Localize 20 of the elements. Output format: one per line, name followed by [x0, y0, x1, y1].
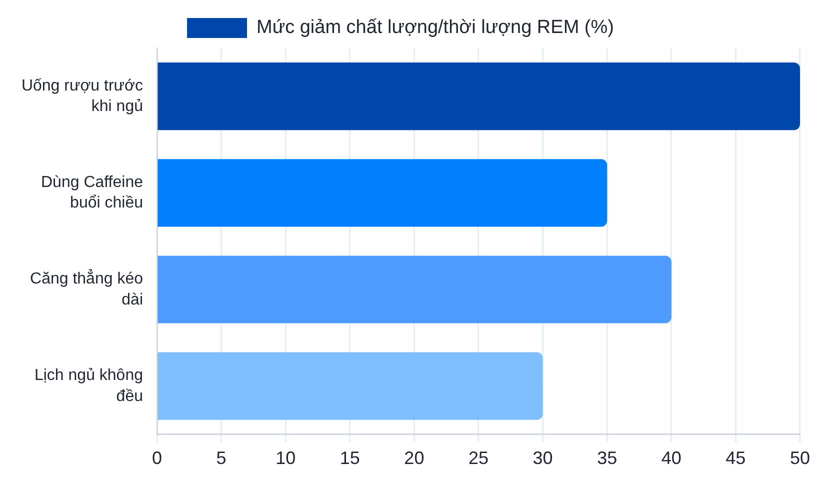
bar [158, 62, 800, 130]
x-tick-label: 25 [468, 448, 489, 468]
x-tick-label: 40 [661, 448, 682, 468]
y-tick-label: Dùng Caffeine buổi chiều [41, 174, 144, 212]
y-tick-label: Lịch ngủ không đều [34, 367, 143, 405]
x-tick-label: 15 [340, 448, 360, 468]
bar [158, 159, 608, 227]
y-tick-label: Căng thẳng kéo dài [30, 268, 144, 308]
x-tick-label: 35 [597, 448, 618, 468]
x-tick-label: 10 [276, 448, 296, 468]
bar [158, 352, 543, 420]
x-tick-label: 0 [152, 448, 162, 468]
x-tick-label: 5 [216, 448, 226, 468]
legend-label: Mức giảm chất lượng/thời lượng REM (%) [256, 17, 614, 38]
y-tick-label: Uống rượu trước khi ngủ [21, 77, 143, 116]
bar [158, 256, 672, 324]
x-tick-label: 50 [790, 448, 810, 468]
x-tick-label: 20 [404, 448, 424, 468]
x-tick-label: 30 [532, 448, 553, 468]
x-tick-label: 45 [726, 448, 746, 468]
